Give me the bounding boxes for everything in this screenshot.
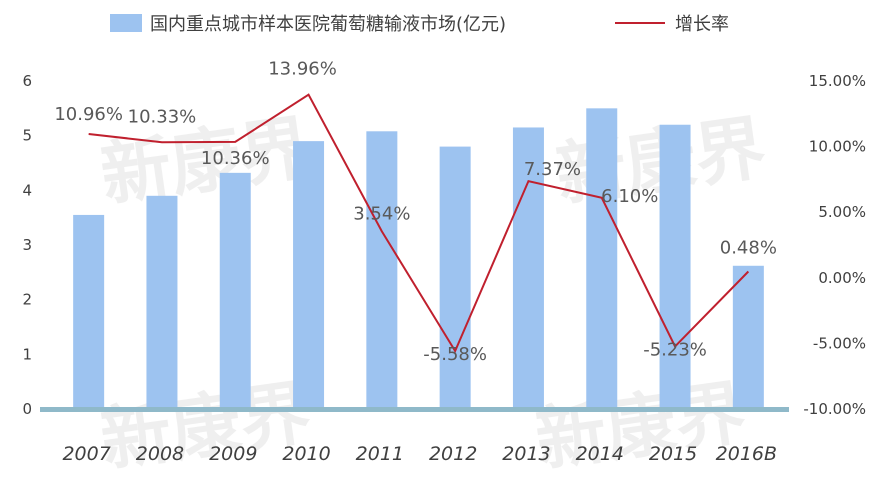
y-axis-right: -10.00% -5.00% 0.00% 5.00% 10.00% 15.00%: [803, 72, 866, 418]
data-label: -5.58%: [423, 344, 487, 365]
y-right-tick-label: 0.00%: [818, 269, 866, 287]
y-right-tick-label: -5.00%: [813, 334, 866, 352]
y-right-tick-label: -10.00%: [803, 400, 866, 418]
bar: [660, 125, 691, 409]
legend-line-label: 增长率: [675, 14, 729, 35]
x-tick-label: 2015: [649, 443, 697, 465]
y-left-tick-label: 5: [22, 127, 32, 145]
bar: [73, 215, 104, 409]
y-left-tick-label: 2: [22, 291, 32, 309]
data-label: 7.37%: [524, 159, 581, 180]
x-tick-label: 2011: [356, 443, 404, 465]
x-axis-baseline: [40, 407, 789, 412]
y-right-tick-label: 15.00%: [809, 72, 866, 90]
data-label: 0.48%: [720, 238, 777, 259]
bar: [586, 108, 617, 409]
y-right-tick-label: 10.00%: [809, 138, 866, 156]
data-label: 10.36%: [201, 148, 270, 169]
y-left-tick-label: 3: [22, 236, 32, 254]
x-tick-label: 2016B: [716, 443, 777, 465]
y-left-tick-label: 1: [22, 345, 32, 363]
data-label: 6.10%: [601, 186, 658, 207]
bar: [220, 173, 251, 409]
data-label: 10.33%: [128, 106, 197, 127]
data-label: 3.54%: [353, 203, 410, 224]
data-label: -5.23%: [643, 339, 707, 360]
data-label: 10.96%: [54, 104, 123, 125]
legend: 国内重点城市样本医院葡萄糖输液市场(亿元) 增长率: [110, 14, 729, 35]
y-left-tick-label: 4: [22, 181, 32, 199]
x-axis: 2007 2008 2009 2010 2011 2012 2013 2014 2015 2016…: [62, 443, 777, 465]
y-left-tick-label: 0: [22, 400, 32, 418]
bar: [293, 141, 324, 409]
bar: [440, 147, 471, 409]
bar: [146, 196, 177, 409]
legend-bar-label: 国内重点城市样本医院葡萄糖输液市场(亿元): [150, 14, 506, 35]
y-axis-left: 0 1 2 3 4 5 6: [22, 72, 32, 418]
x-tick-label: 2013: [502, 443, 550, 465]
x-tick-label: 2009: [209, 443, 257, 465]
x-tick-label: 2012: [429, 443, 477, 465]
bar: [366, 131, 397, 409]
data-label: 13.96%: [268, 59, 337, 80]
x-tick-label: 2008: [136, 443, 184, 465]
x-tick-label: 2014: [576, 443, 624, 465]
bar: [733, 266, 764, 409]
y-left-tick-label: 6: [22, 72, 32, 90]
legend-bar-swatch: [110, 14, 142, 32]
y-right-tick-label: 5.00%: [818, 203, 866, 221]
x-tick-label: 2010: [282, 443, 330, 465]
x-tick-label: 2007: [62, 443, 110, 465]
